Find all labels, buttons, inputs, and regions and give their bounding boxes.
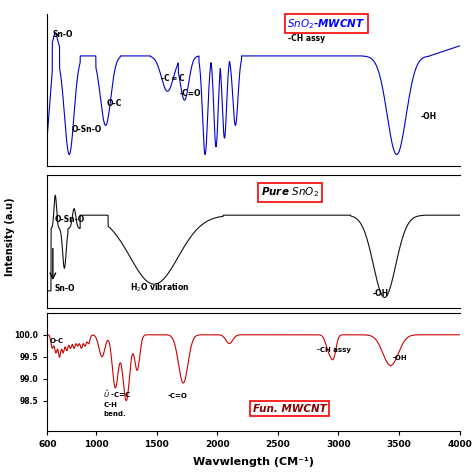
- Text: Intensity (a.u): Intensity (a.u): [5, 198, 15, 276]
- Text: -OH: -OH: [421, 112, 437, 121]
- Text: Sn-O: Sn-O: [53, 30, 73, 39]
- Text: -C=O: -C=O: [167, 393, 187, 400]
- Text: Sn-O: Sn-O: [55, 284, 75, 293]
- Text: O-Sn-O: O-Sn-O: [72, 125, 102, 134]
- Text: Pure $SnO_2$: Pure $SnO_2$: [261, 185, 319, 199]
- Text: Fun. MWCNT: Fun. MWCNT: [253, 403, 327, 414]
- Text: bend.: bend.: [103, 411, 126, 417]
- Text: -CH assy: -CH assy: [288, 34, 325, 43]
- Text: O-C: O-C: [107, 100, 122, 109]
- Text: -C$\equiv$C: -C$\equiv$C: [160, 72, 185, 83]
- Text: C-H: C-H: [103, 402, 117, 408]
- Text: O-C: O-C: [50, 337, 64, 344]
- Text: Wavwlength (CM⁻¹): Wavwlength (CM⁻¹): [193, 456, 314, 466]
- Text: -OH: -OH: [393, 355, 408, 361]
- Text: H$_2$O vibration: H$_2$O vibration: [130, 282, 190, 294]
- Text: -C=O: -C=O: [180, 90, 201, 99]
- Text: $SnO_2$-MWCNT: $SnO_2$-MWCNT: [287, 17, 365, 31]
- Text: O-Sn-O: O-Sn-O: [55, 215, 85, 224]
- Text: $\hat{U}$ -C=C: $\hat{U}$ -C=C: [103, 389, 131, 401]
- Text: -CH assy: -CH assy: [317, 347, 351, 353]
- Text: -OH: -OH: [373, 289, 389, 298]
